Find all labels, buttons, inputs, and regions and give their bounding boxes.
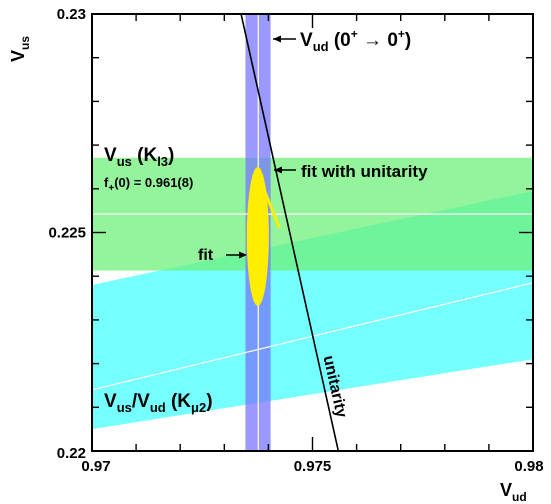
x-axis-title: Vud xyxy=(500,480,527,504)
kl3-band-label: Vus (Kl3) xyxy=(104,145,174,169)
fit-with-unitarity-label: fit with unitarity xyxy=(301,162,428,181)
unitarity-line xyxy=(240,14,340,451)
y-axis-ticks xyxy=(92,13,533,452)
x-tick-label: 0.97 xyxy=(81,458,110,475)
plot-area xyxy=(92,14,533,451)
fit-ellipse xyxy=(246,166,269,306)
fit-with-unitarity-segment xyxy=(257,176,281,229)
y-axis-title: Vus xyxy=(8,36,32,62)
x-tick-label: 0.98 xyxy=(514,458,543,475)
kmu2-band-label: Vus/Vud (Kμ2) xyxy=(104,391,213,415)
x-tick-label: 0.975 xyxy=(294,458,332,475)
vud-band-label: Vud (0+ → 0+) xyxy=(300,27,411,54)
form-factor-label: f+(0) = 0.961(8) xyxy=(104,175,193,194)
fit-arrowhead xyxy=(239,251,247,259)
fit-unitarity-arrowhead xyxy=(274,166,282,174)
x-axis-ticks xyxy=(91,14,534,451)
y-tick-label: 0.22 xyxy=(57,445,86,462)
y-tick-label: 0.23 xyxy=(57,6,86,23)
fit-label: fit xyxy=(198,247,214,264)
y-tick-label: 0.225 xyxy=(48,225,86,242)
vud-label-arrowhead xyxy=(273,35,281,43)
